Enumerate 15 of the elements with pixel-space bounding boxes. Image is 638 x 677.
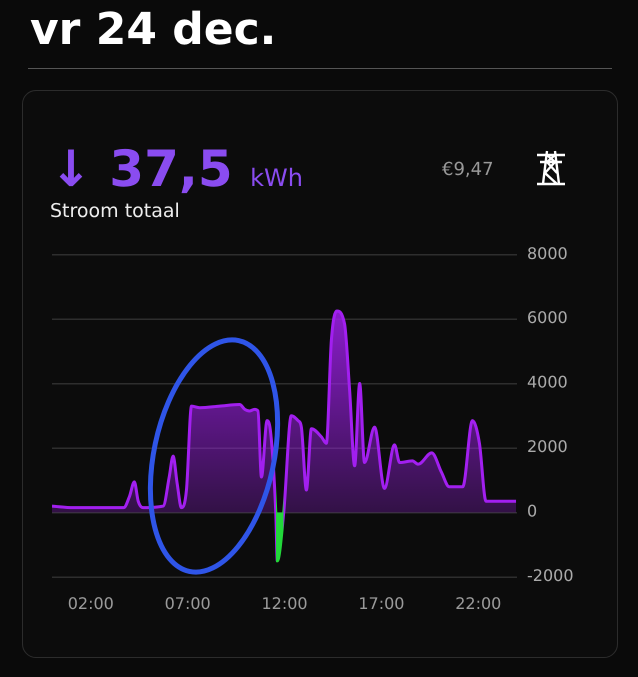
text: ↓ 37,5 kWh — [50, 140, 303, 198]
y-tick-label: 6000 — [527, 308, 568, 328]
x-tick-label: 22:00 — [455, 594, 502, 613]
y-tick-label: 0 — [527, 502, 538, 521]
x-tick-label: 07:00 — [164, 594, 211, 613]
x-tick-label: 02:00 — [68, 594, 114, 613]
y-tick-label: 4000 — [527, 372, 568, 392]
chart-subtitle: Stroom totaal — [50, 200, 180, 222]
chart-title: vr 24 dec. — [30, 4, 276, 55]
x-tick-label: 17:00 — [358, 594, 404, 613]
y-tick-label: 8000 — [527, 244, 568, 263]
x-tick-label: 12:00 — [261, 594, 308, 613]
y-tick-label: -2000 — [527, 566, 574, 586]
y-tick-label: 2000 — [527, 437, 568, 456]
text: €9,47 — [442, 159, 494, 180]
